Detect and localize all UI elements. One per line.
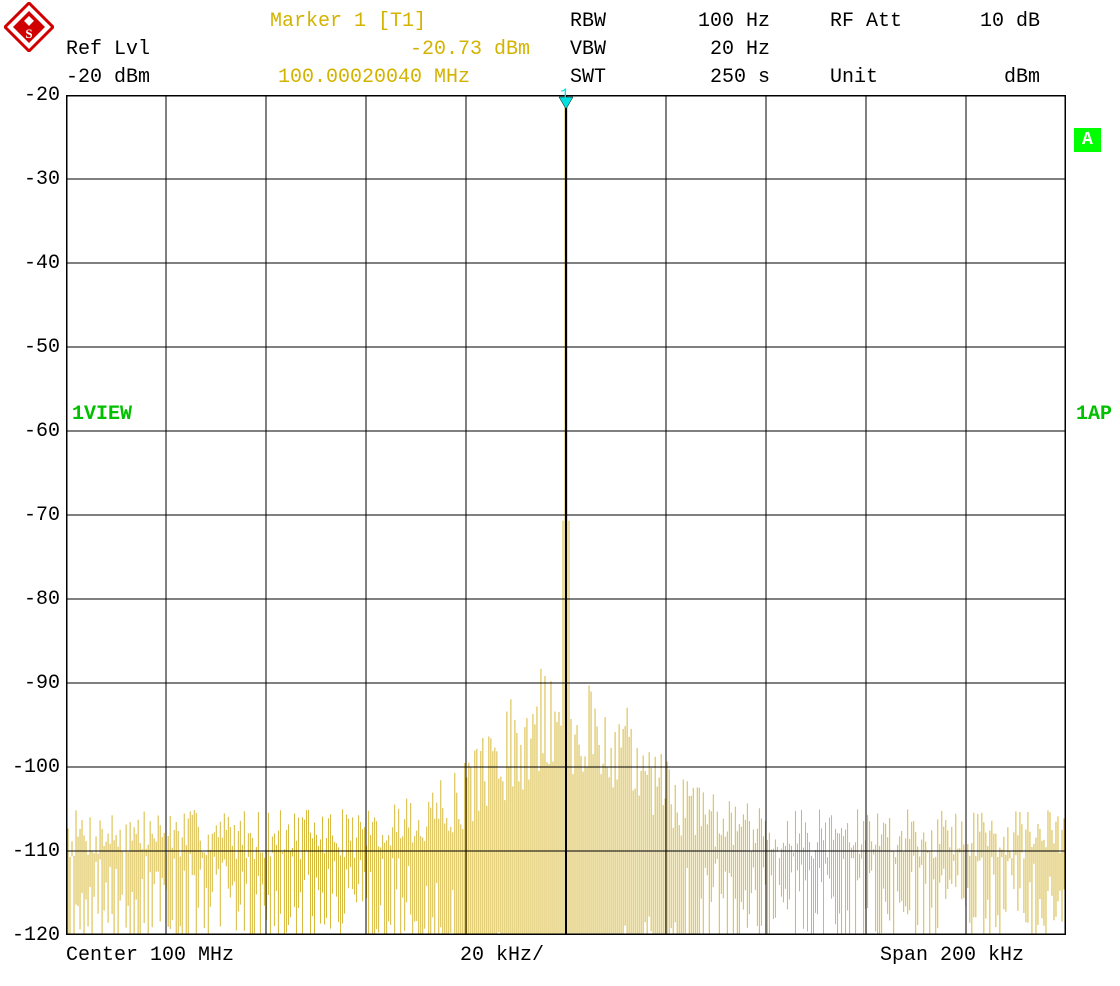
y-tick-label: -30 [24,168,60,191]
trace-mode-right: 1AP [1076,403,1112,426]
rfatt-label: RF Att [830,10,902,33]
unit-label: Unit [830,66,878,89]
rbw-label: RBW [570,10,606,33]
y-tick-label: -90 [24,672,60,695]
rbw-value: 100 Hz [660,10,770,33]
rfatt-value: 10 dB [960,10,1040,33]
screen-a-badge: A [1074,128,1101,152]
marker-title: Marker 1 [T1] [270,10,426,33]
swt-value: 250 s [660,66,770,89]
marker-number-label: 1 [560,86,570,104]
y-tick-label: -100 [12,756,60,779]
y-tick-label: -120 [12,924,60,947]
y-tick-label: -20 [24,84,60,107]
y-tick-label: -40 [24,252,60,275]
svg-text:◆: ◆ [23,13,34,27]
marker-amplitude: -20.73 dBm [362,38,530,61]
spectrum-plot [66,95,1066,935]
center-freq-label: Center 100 MHz [66,944,234,967]
ref-lvl-value: -20 dBm [66,66,150,89]
ref-lvl-label: Ref Lvl [66,38,150,61]
vbw-value: 20 Hz [660,38,770,61]
y-tick-label: -60 [24,420,60,443]
swt-label: SWT [570,66,606,89]
brand-logo: ◆ S [4,2,54,52]
y-tick-label: -110 [12,840,60,863]
y-tick-label: -80 [24,588,60,611]
per-div-label: 20 kHz/ [460,944,544,967]
vbw-label: VBW [570,38,606,61]
unit-value: dBm [960,66,1040,89]
marker-frequency: 100.00020040 MHz [278,66,470,89]
span-label: Span 200 kHz [880,944,1024,967]
y-tick-label: -70 [24,504,60,527]
trace-mode-left: 1VIEW [72,403,132,426]
y-tick-label: -50 [24,336,60,359]
svg-text:S: S [25,26,32,41]
